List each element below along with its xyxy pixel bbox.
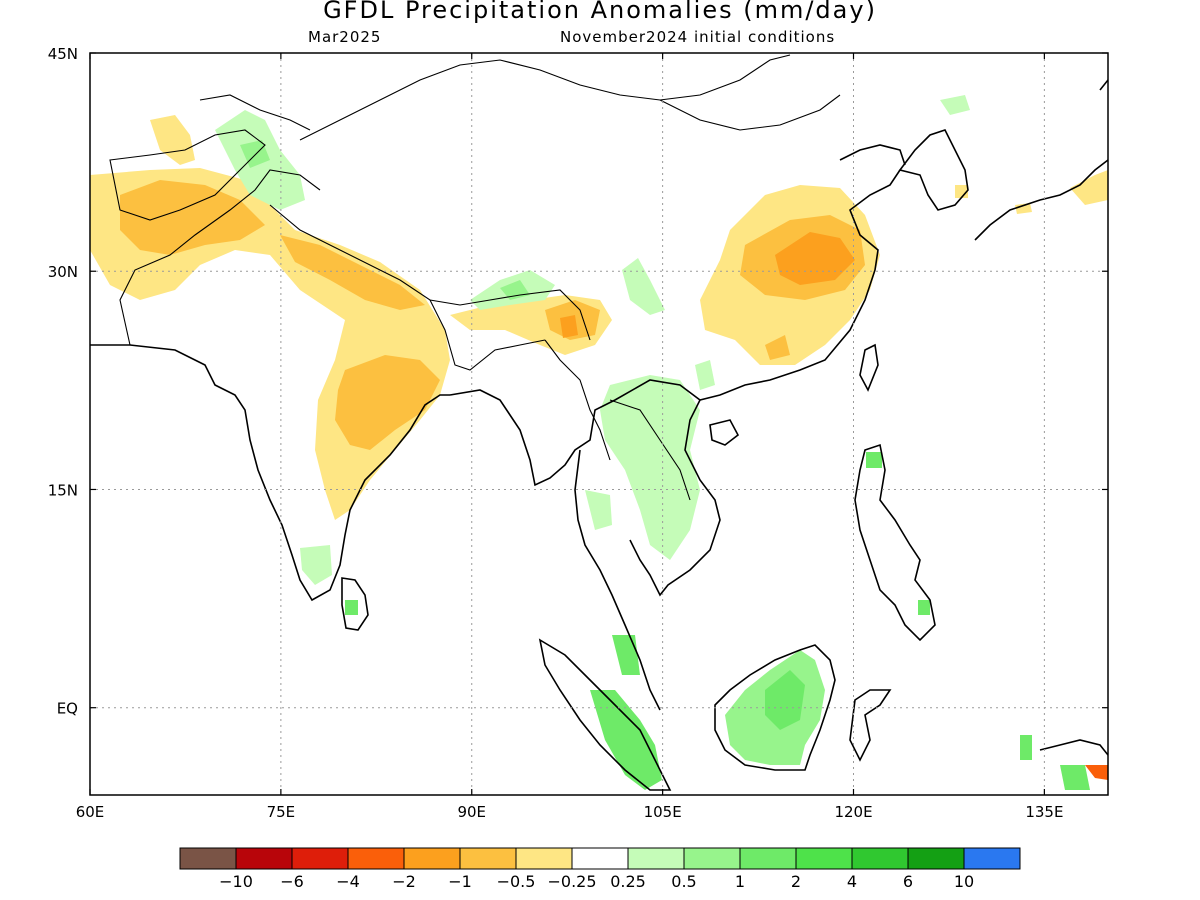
wet-region-borneo-core [765, 670, 805, 730]
colorbar-swatch [403, 847, 461, 870]
colorbar-label: −1 [448, 872, 472, 891]
coastline-korea [898, 129, 969, 211]
strong-dry-new-guinea [1085, 765, 1108, 780]
colorbar-label: 4 [847, 872, 857, 891]
colorbar-swatch [795, 847, 853, 870]
dry-anomalies [90, 115, 1108, 780]
colorbar-swatch [347, 847, 405, 870]
y-tick-label: EQ [57, 700, 78, 718]
coastline-indochina [629, 399, 721, 597]
colorbar-label: 10 [954, 872, 974, 891]
colorbar-label: −0.5 [497, 872, 536, 891]
x-tick-label: 90E [457, 803, 486, 821]
colorbar-swatch [851, 847, 909, 870]
dry-region-central-asia [150, 115, 195, 165]
coastline-new-guinea [1039, 739, 1108, 756]
wet-region-south-china [695, 360, 715, 390]
border-kyrgyz [199, 94, 311, 131]
moderate-dry-india [335, 355, 440, 450]
colorbar-label: −0.25 [547, 872, 596, 891]
coastline-sumatra [538, 638, 672, 791]
moderate-dry-south-china [765, 335, 790, 360]
wet-region-indochina [600, 375, 700, 560]
gridlines [90, 53, 1108, 795]
border-afghanistan [109, 129, 266, 221]
borders [109, 54, 841, 501]
colorbar-swatch [235, 847, 293, 870]
colorbar-label: 2 [791, 872, 801, 891]
x-tick-label: 60E [76, 803, 105, 821]
moderate-dry-himalaya [280, 235, 425, 310]
axis-ticks: 60E 75E 90E 105E 120E 135E 45N 30N 15N EQ [48, 45, 1108, 821]
y-tick-label: 15N [48, 481, 78, 499]
colorbar-swatch [627, 847, 685, 870]
coastline-hainan [709, 419, 740, 446]
anomaly-shading [90, 95, 1108, 790]
colorbar-swatch [459, 847, 517, 870]
colorbar-label: −10 [219, 872, 253, 891]
map-frame [89, 52, 1109, 796]
wet-region-new-guinea [1060, 765, 1090, 790]
coastline-taiwan [859, 343, 879, 392]
colorbar: −10 −6 −4 −2 −1 −0.5 −0.25 0.25 0.5 1 2 4 6 10 [179, 847, 1021, 891]
wet-region-philippines [866, 452, 882, 468]
coastlines [90, 79, 1108, 791]
wet-region-halmahera [1020, 735, 1032, 760]
border-mongolia [659, 94, 841, 131]
dry-region-japan-small [1015, 203, 1032, 214]
coastline-borneo [714, 644, 836, 771]
colorbar-swatch [291, 847, 349, 870]
coastline-bohai [839, 144, 906, 166]
x-tick-label: 135E [1025, 803, 1063, 821]
x-tick-label: 120E [834, 803, 872, 821]
initial-conditions: November2024 initial conditions [560, 28, 836, 46]
coastline-malay-peninsula [574, 449, 661, 711]
coastline-sri-lanka [341, 577, 369, 631]
colorbar-swatch [683, 847, 741, 870]
wet-region-sri-lanka [300, 545, 332, 585]
wet-region-korea [940, 95, 970, 115]
wet-region-sumatra [590, 690, 662, 790]
wet-region-mindanao [918, 600, 930, 615]
border-india-east [429, 299, 546, 371]
border-pakistan [119, 169, 321, 346]
wet-region-thailand [585, 490, 612, 530]
wet-region-tibet-east [622, 258, 665, 315]
coastline-japan [974, 79, 1108, 241]
border-himalaya [269, 204, 591, 341]
colorbar-swatch [179, 847, 237, 870]
colorbar-label: 6 [903, 872, 913, 891]
colorbar-label: −4 [336, 872, 360, 891]
colorbar-label: −2 [392, 872, 416, 891]
x-tick-label: 75E [267, 803, 296, 821]
y-tick-label: 45N [48, 45, 78, 63]
y-tick-label: 30N [48, 263, 78, 281]
colorbar-label: 0.25 [610, 872, 646, 891]
colorbar-swatch [907, 847, 965, 870]
strong-dry-east-china [775, 232, 855, 285]
wet-region-malaysia [612, 635, 640, 675]
map-title: GFDL Precipitation Anomalies (mm/day) [323, 0, 877, 24]
border-china-north [299, 54, 791, 141]
colorbar-label: 0.5 [671, 872, 696, 891]
strong-dry-burma [560, 315, 578, 338]
colorbar-swatch [571, 847, 629, 870]
dry-region-japan [1070, 170, 1108, 205]
coastline-philippines [854, 443, 936, 642]
border-burma-thailand [544, 339, 611, 461]
border-laos-vietnam [609, 399, 691, 501]
forecast-month: Mar2025 [308, 28, 382, 46]
colorbar-swatch [739, 847, 797, 870]
x-tick-label: 105E [644, 803, 682, 821]
coastline-india [90, 344, 450, 602]
colorbar-swatch [963, 847, 1021, 870]
colorbar-swatch [515, 847, 573, 870]
moderate-dry-afghanistan [120, 180, 265, 255]
coastline-sulawesi [849, 689, 892, 762]
wet-region-sri-lanka-core [345, 600, 358, 615]
colorbar-label: 1 [735, 872, 745, 891]
colorbar-label: −6 [280, 872, 304, 891]
